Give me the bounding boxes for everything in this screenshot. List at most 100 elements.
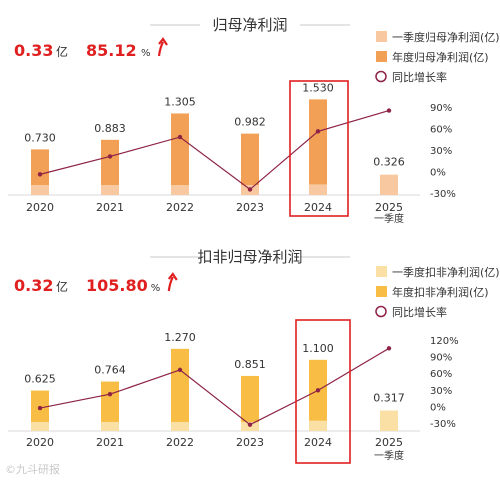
bar-q1-2021 bbox=[101, 185, 119, 195]
bar-q1-2020 bbox=[31, 185, 49, 195]
watermark: ©九斗研报 bbox=[5, 463, 60, 476]
bar-q1-2024 bbox=[309, 184, 327, 195]
panel-title: 归母净利润 bbox=[212, 16, 287, 34]
up-arrow-icon bbox=[157, 41, 164, 57]
bar-annual-2023 bbox=[241, 375, 259, 431]
up-arrow-head-icon bbox=[167, 272, 178, 281]
up-arrow-icon bbox=[167, 276, 174, 292]
highlight-pct: 85.12 bbox=[86, 41, 137, 60]
x-sublabel-2025: 一季度 bbox=[374, 449, 404, 462]
right-axis-tick: 90% bbox=[430, 103, 452, 114]
legend-swatch-2 bbox=[376, 51, 387, 62]
growth-point-2021 bbox=[107, 154, 113, 159]
growth-point-2025 bbox=[386, 346, 392, 351]
highlight-unit: 亿 bbox=[56, 279, 68, 294]
bar-annual-2021 bbox=[101, 381, 119, 431]
bar-q1-2022 bbox=[171, 185, 189, 195]
x-tick-2022: 2022 bbox=[166, 201, 194, 214]
right-axis-tick: 0% bbox=[430, 402, 446, 413]
growth-line bbox=[39, 110, 390, 191]
data-label-2021: 0.764 bbox=[94, 364, 126, 377]
data-label-2022: 1.305 bbox=[164, 95, 196, 108]
growth-point-2025 bbox=[386, 108, 392, 113]
highlight-box-2024 bbox=[289, 80, 349, 217]
legend-swatch-3 bbox=[375, 305, 387, 318]
right-axis-tick: 60% bbox=[430, 125, 452, 136]
data-label-2024: 1.100 bbox=[302, 342, 334, 355]
x-tick-2021: 2021 bbox=[96, 201, 124, 214]
right-axis-tick: 30% bbox=[430, 386, 452, 397]
bar-annual-2021 bbox=[101, 139, 119, 195]
growth-point-2023 bbox=[247, 187, 253, 192]
legend-label-2: 年度归母净利润(亿) bbox=[392, 50, 489, 64]
x-tick-2025: 2025 bbox=[375, 436, 403, 449]
highlight-value: 0.33 bbox=[14, 41, 53, 60]
bar-annual-2024 bbox=[309, 99, 327, 195]
data-label-2024: 1.530 bbox=[302, 81, 334, 94]
highlight-value: 0.32 bbox=[14, 276, 53, 295]
legend-label-3: 同比增长率 bbox=[392, 305, 447, 319]
x-tick-2020: 2020 bbox=[26, 201, 54, 214]
growth-point-2020 bbox=[37, 405, 43, 411]
bar-q1-2022 bbox=[171, 421, 189, 431]
bar-q1-2020 bbox=[31, 421, 49, 431]
highlight-box-2024 bbox=[295, 319, 351, 464]
bar-annual-2024 bbox=[309, 359, 327, 431]
right-axis-tick: 120% bbox=[430, 336, 459, 347]
panel-2: 扣非归母净利润 0.32 亿 105.80 % 一季度扣非净利润(亿) 年度扣非净利润(亿)… bbox=[8, 248, 500, 464]
x-tick-2023: 2023 bbox=[236, 201, 264, 214]
x-sublabel-2025: 一季度 bbox=[374, 212, 404, 225]
data-label-2025: 0.317 bbox=[373, 391, 405, 404]
growth-point-2022 bbox=[177, 134, 183, 140]
panel-1: 归母净利润 0.33 亿 85.12 % 一季度归母净利润(亿) 年度归母净利润(亿) 同比增… bbox=[8, 16, 500, 225]
up-arrow-head-icon bbox=[158, 37, 168, 46]
bar-annual-2023 bbox=[241, 133, 259, 195]
x-tick-2025: 2025 bbox=[375, 201, 403, 214]
growth-line bbox=[39, 347, 390, 426]
growth-point-2020 bbox=[37, 172, 43, 177]
legend-swatch-1 bbox=[376, 266, 387, 277]
x-tick-2024: 2024 bbox=[304, 201, 332, 214]
highlight-unit: 亿 bbox=[56, 44, 68, 59]
bar-annual-2020 bbox=[31, 390, 49, 431]
data-label-2025: 0.326 bbox=[373, 156, 405, 169]
growth-point-2023 bbox=[247, 422, 253, 427]
right-axis-tick: 90% bbox=[430, 353, 452, 364]
right-axis-tick: -30% bbox=[430, 419, 456, 430]
data-label-2023: 0.982 bbox=[234, 116, 266, 129]
growth-point-2021 bbox=[107, 392, 113, 397]
growth-point-2024 bbox=[315, 388, 321, 393]
right-axis-tick: -30% bbox=[430, 189, 456, 200]
data-label-2022: 1.270 bbox=[164, 331, 196, 344]
highlight-pct-unit: % bbox=[151, 283, 161, 294]
data-label-2020: 0.625 bbox=[24, 373, 56, 386]
x-tick-2020: 2020 bbox=[26, 436, 54, 449]
data-label-2021: 0.883 bbox=[94, 122, 126, 135]
legend-swatch-3 bbox=[375, 70, 387, 83]
right-axis-tick: 30% bbox=[430, 146, 452, 157]
bar-annual-2022 bbox=[171, 348, 189, 431]
bar-q1-2024 bbox=[309, 420, 327, 431]
x-tick-2024: 2024 bbox=[304, 436, 332, 449]
data-label-2023: 0.851 bbox=[234, 358, 266, 371]
panel-title: 扣非归母净利润 bbox=[197, 248, 302, 266]
x-tick-2022: 2022 bbox=[166, 436, 194, 449]
data-label-2020: 0.730 bbox=[24, 131, 56, 144]
legend-label-3: 同比增长率 bbox=[392, 70, 447, 84]
legend-label-1: 一季度扣非净利润(亿) bbox=[392, 265, 500, 279]
legend-label-1: 一季度归母净利润(亿) bbox=[392, 30, 500, 44]
highlight-pct: 105.80 bbox=[86, 276, 148, 295]
legend-swatch-1 bbox=[376, 31, 387, 42]
bar-q1-2021 bbox=[101, 421, 119, 431]
highlight-pct-unit: % bbox=[141, 48, 151, 59]
bar-annual-2022 bbox=[171, 113, 189, 195]
growth-point-2024 bbox=[315, 129, 321, 134]
x-tick-2023: 2023 bbox=[236, 436, 264, 449]
x-tick-2021: 2021 bbox=[96, 436, 124, 449]
legend-swatch-2 bbox=[376, 286, 387, 297]
legend-label-2: 年度扣非净利润(亿) bbox=[392, 285, 489, 299]
bar-q1-2025 bbox=[380, 410, 398, 431]
bar-q1-2025 bbox=[380, 174, 398, 195]
right-axis-tick: 0% bbox=[430, 168, 446, 179]
